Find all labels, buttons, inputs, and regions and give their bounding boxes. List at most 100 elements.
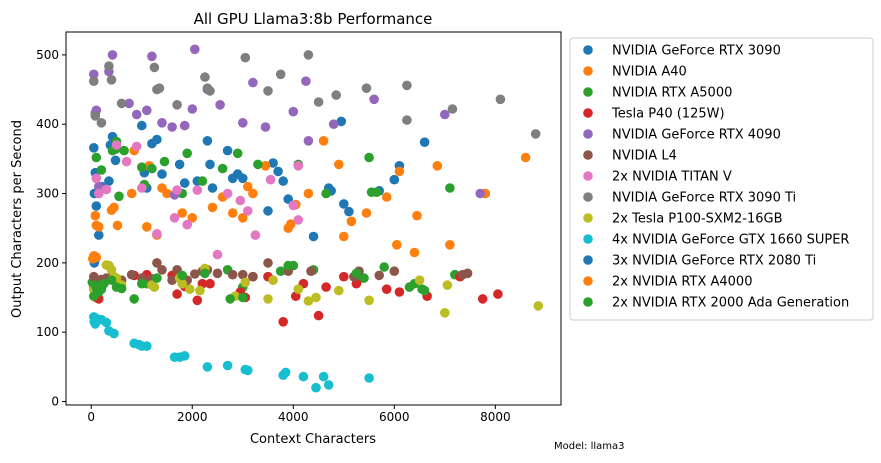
data-point — [419, 285, 430, 296]
data-point — [293, 215, 304, 225]
data-point — [308, 231, 319, 242]
data-point — [182, 148, 192, 159]
legend-marker — [583, 129, 593, 139]
data-point — [190, 269, 200, 279]
data-point — [104, 176, 114, 186]
data-point — [124, 98, 134, 109]
data-point — [402, 115, 412, 125]
data-point — [263, 206, 273, 216]
data-point — [157, 169, 167, 179]
data-point — [94, 230, 104, 240]
data-point — [157, 118, 167, 128]
data-point — [126, 269, 137, 280]
data-point — [205, 86, 215, 96]
data-point — [137, 120, 147, 131]
data-point — [313, 310, 324, 321]
data-point — [94, 222, 104, 232]
data-point — [137, 278, 147, 289]
data-point — [222, 188, 233, 199]
data-point — [152, 134, 162, 145]
y-tick-label: 0 — [51, 395, 59, 409]
legend-marker — [583, 171, 593, 181]
data-point — [288, 200, 299, 211]
data-point — [94, 188, 104, 199]
legend-label: 4x NVIDIA GeForce GTX 1660 SUPER — [612, 233, 849, 248]
legend-marker — [583, 297, 593, 307]
data-point — [192, 295, 203, 306]
data-point — [147, 163, 157, 174]
data-point — [91, 252, 102, 263]
data-point — [364, 295, 374, 306]
data-point — [389, 174, 400, 185]
data-point — [101, 184, 112, 195]
legend-marker — [583, 150, 593, 160]
data-point — [174, 159, 185, 170]
data-point — [235, 195, 246, 206]
data-point — [152, 229, 162, 239]
data-point — [263, 294, 273, 304]
data-point — [182, 219, 192, 230]
data-point — [334, 285, 344, 296]
data-point — [190, 44, 200, 55]
data-point — [321, 188, 331, 199]
data-point — [409, 247, 420, 258]
legend-label: 2x NVIDIA TITAN V — [612, 170, 732, 185]
data-point — [260, 122, 271, 132]
data-point — [101, 317, 112, 328]
data-point — [318, 136, 329, 146]
data-point — [374, 270, 385, 281]
data-point — [303, 136, 314, 146]
x-tick-label: 2000 — [177, 410, 208, 424]
data-point — [311, 382, 321, 393]
data-point — [268, 275, 278, 286]
data-point — [179, 178, 190, 188]
data-point — [248, 77, 258, 88]
data-point — [131, 141, 142, 152]
data-point — [392, 240, 402, 250]
x-tick-label: 0 — [87, 410, 95, 424]
legend-marker — [583, 108, 593, 118]
data-point — [379, 262, 390, 272]
data-point — [225, 294, 235, 304]
y-tick-label: 100 — [36, 325, 59, 339]
data-point — [369, 94, 379, 105]
data-point — [137, 162, 147, 172]
data-point — [142, 105, 152, 116]
legend-marker — [583, 192, 593, 202]
legend-marker — [583, 213, 593, 223]
data-point — [227, 269, 238, 280]
data-point — [202, 362, 213, 372]
data-point — [179, 120, 190, 131]
data-point — [318, 371, 329, 382]
data-point — [283, 260, 294, 271]
data-point — [207, 183, 218, 193]
data-point — [275, 69, 286, 80]
legend-label: NVIDIA L4 — [612, 149, 677, 164]
data-point — [116, 283, 127, 294]
data-point — [232, 148, 243, 159]
data-point — [346, 216, 357, 227]
data-point — [167, 275, 177, 286]
data-point — [361, 83, 372, 93]
data-point — [197, 176, 208, 186]
data-point — [533, 301, 544, 311]
data-point — [129, 294, 139, 304]
data-point — [177, 270, 187, 281]
y-tick-label: 200 — [36, 256, 59, 270]
data-point — [238, 173, 248, 184]
data-point — [371, 187, 382, 197]
data-point — [445, 183, 455, 193]
data-point — [152, 273, 162, 283]
data-point — [364, 152, 374, 163]
data-point — [288, 106, 299, 117]
data-point — [530, 129, 541, 139]
data-point — [364, 373, 374, 383]
data-point — [263, 258, 273, 268]
data-point — [278, 176, 289, 186]
data-point — [260, 161, 271, 171]
data-point — [169, 213, 180, 223]
data-point — [91, 152, 102, 163]
data-point — [404, 282, 415, 292]
data-point — [248, 188, 258, 199]
